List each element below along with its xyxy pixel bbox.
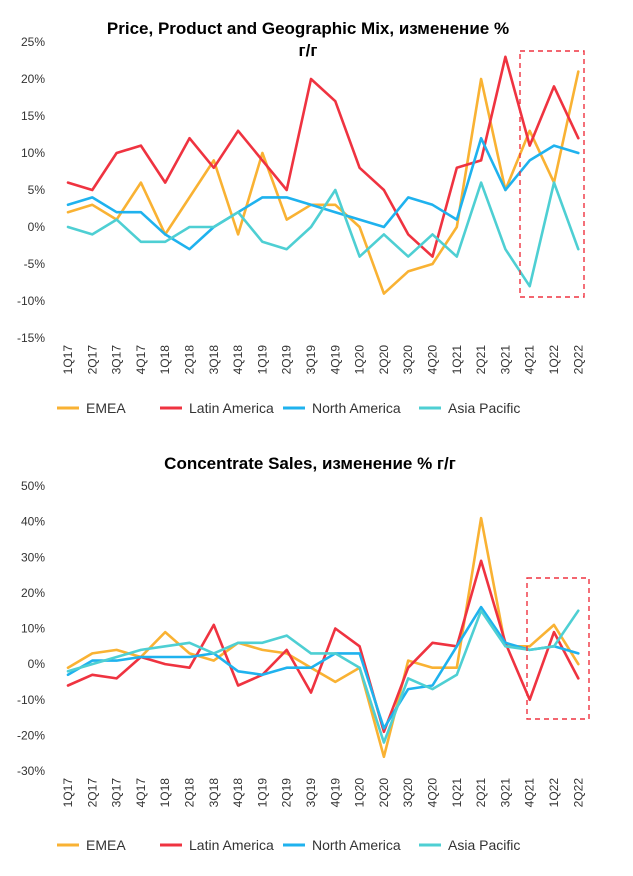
- x-tick-label: 1Q20: [353, 345, 367, 375]
- x-tick-label: 4Q20: [426, 345, 440, 375]
- x-tick-label: 4Q19: [328, 345, 342, 375]
- y-tick-label: -30%: [17, 764, 45, 778]
- x-tick-label: 2Q21: [474, 345, 488, 375]
- x-tick-label: 1Q17: [61, 345, 75, 375]
- y-tick-label: 20%: [21, 72, 45, 86]
- y-tick-label: 0%: [28, 657, 46, 671]
- x-tick-label: 1Q21: [450, 778, 464, 808]
- x-tick-label: 3Q17: [110, 778, 124, 808]
- y-tick-label: -5%: [24, 257, 46, 271]
- x-tick-label: 1Q17: [61, 778, 75, 808]
- x-tick-label: 2Q22: [571, 345, 585, 375]
- legend-label-latin-america: Latin America: [189, 400, 274, 416]
- series-line-north-america: [66, 136, 580, 251]
- x-tick-label: 1Q19: [255, 778, 269, 808]
- y-tick-label: 5%: [28, 183, 46, 197]
- x-tick-label: 1Q19: [255, 345, 269, 375]
- y-tick-label: -10%: [17, 693, 45, 707]
- x-tick-label: 2Q22: [571, 778, 585, 808]
- chart-title-line1: Concentrate Sales, изменение % г/г: [164, 454, 456, 473]
- x-tick-label: 3Q20: [401, 345, 415, 375]
- x-tick-label: 4Q18: [231, 345, 245, 375]
- x-tick-label: 1Q18: [158, 345, 172, 375]
- x-tick-label: 2Q17: [85, 778, 99, 808]
- y-tick-label: 20%: [21, 586, 45, 600]
- x-tick-label: 2Q19: [280, 778, 294, 808]
- series-line-emea: [66, 70, 580, 295]
- x-tick-label: 4Q17: [134, 778, 148, 808]
- x-tick-label: 2Q19: [280, 345, 294, 375]
- x-tick-label: 3Q18: [207, 345, 221, 375]
- x-tick-label: 2Q18: [183, 778, 197, 808]
- series-lines: [66, 55, 580, 295]
- x-tick-label: 3Q21: [498, 778, 512, 808]
- legend-label-latin-america: Latin America: [189, 837, 274, 853]
- legend-label-asia-pacific: Asia Pacific: [448, 837, 520, 853]
- y-tick-label: -10%: [17, 294, 45, 308]
- legend-label-emea: EMEA: [86, 837, 126, 853]
- x-axis: 1Q17 2Q17 3Q17 4Q17 1Q18 2Q18 3Q18 4Q18 1Q19 2Q19…: [61, 778, 585, 808]
- series-line-asia-pacific: [66, 181, 580, 288]
- y-tick-label: -20%: [17, 728, 45, 742]
- x-tick-label: 1Q21: [450, 345, 464, 375]
- x-tick-label: 3Q17: [110, 345, 124, 375]
- series-line-emea: [66, 516, 580, 759]
- x-tick-label: 3Q20: [401, 778, 415, 808]
- y-axis: 50% 40% 30% 20% 10% 0% -10% -20% -30%: [17, 479, 45, 778]
- chart-title-line1: Price, Product and Geographic Mix, измен…: [107, 19, 509, 38]
- x-tick-label: 4Q21: [523, 345, 537, 375]
- x-tick-label: 4Q21: [523, 778, 537, 808]
- x-tick-label: 1Q18: [158, 778, 172, 808]
- x-tick-label: 4Q19: [328, 778, 342, 808]
- series-line-latin-america: [66, 55, 580, 258]
- x-tick-label: 4Q18: [231, 778, 245, 808]
- y-tick-label: 15%: [21, 109, 45, 123]
- y-tick-label: 0%: [28, 220, 46, 234]
- x-tick-label: 2Q21: [474, 778, 488, 808]
- legend: EMEA Latin America North America Asia Pacif…: [57, 837, 520, 853]
- x-tick-label: 4Q17: [134, 345, 148, 375]
- x-tick-label: 3Q21: [498, 345, 512, 375]
- concentrate-sales-chart: Concentrate Sales, изменение % г/г 50% 40…: [17, 454, 590, 853]
- legend-label-asia-pacific: Asia Pacific: [448, 400, 520, 416]
- x-tick-label: 1Q22: [547, 345, 561, 375]
- x-tick-label: 2Q17: [85, 345, 99, 375]
- x-tick-label: 2Q20: [377, 345, 391, 375]
- highlight-rect: [526, 577, 590, 720]
- series-line-north-america: [66, 605, 580, 730]
- y-tick-label: 25%: [21, 35, 45, 49]
- x-tick-label: 1Q22: [547, 778, 561, 808]
- y-tick-label: 10%: [21, 146, 45, 160]
- x-tick-label: 3Q19: [304, 345, 318, 375]
- y-tick-label: -15%: [17, 331, 45, 345]
- x-tick-label: 1Q20: [353, 778, 367, 808]
- legend-label-north-america: North America: [312, 400, 401, 416]
- x-tick-label: 2Q18: [183, 345, 197, 375]
- chart-title-line2: г/г: [299, 41, 318, 60]
- y-tick-label: 30%: [21, 550, 45, 564]
- y-axis: 25% 20% 15% 10% 5% 0% -5% -10% -15%: [17, 35, 45, 345]
- highlight-box: [526, 577, 590, 720]
- x-tick-label: 3Q19: [304, 778, 318, 808]
- x-tick-label: 4Q20: [426, 778, 440, 808]
- price-mix-chart: Price, Product and Geographic Mix, измен…: [17, 19, 585, 416]
- y-tick-label: 50%: [21, 479, 45, 493]
- y-tick-label: 10%: [21, 622, 45, 636]
- legend-label-emea: EMEA: [86, 400, 126, 416]
- x-axis: 1Q17 2Q17 3Q17 4Q17 1Q18 2Q18 3Q18 4Q18 1Q19 2Q19…: [61, 345, 585, 375]
- y-tick-label: 40%: [21, 515, 45, 529]
- series-line-asia-pacific: [66, 609, 580, 744]
- x-tick-label: 3Q18: [207, 778, 221, 808]
- series-line-latin-america: [66, 559, 580, 734]
- legend: EMEA Latin America North America Asia Pacif…: [57, 400, 520, 416]
- legend-label-north-america: North America: [312, 837, 401, 853]
- highlight-rect: [519, 50, 585, 298]
- highlight-box: [519, 50, 585, 298]
- x-tick-label: 2Q20: [377, 778, 391, 808]
- series-lines: [66, 516, 580, 759]
